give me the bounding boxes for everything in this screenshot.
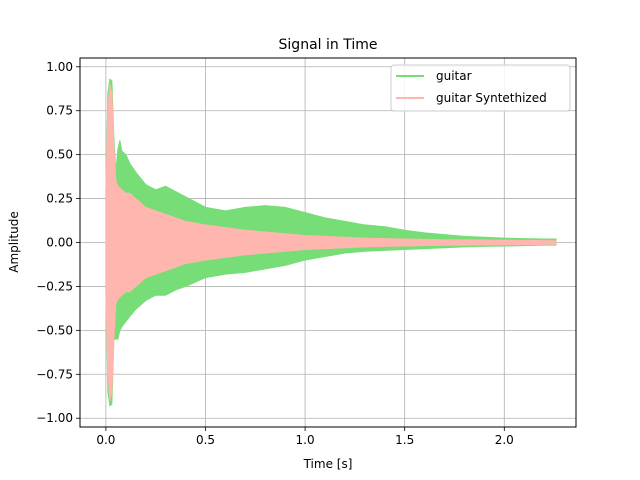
x-axis-title: Time [s] [303, 457, 353, 471]
y-tick-label: −1.00 [36, 411, 73, 425]
legend-box [390, 64, 571, 112]
y-tick-label: 0.25 [46, 192, 73, 206]
x-tick-label: 1.5 [395, 433, 414, 447]
x-tick-label: 1.0 [296, 433, 315, 447]
legend: guitar guitar Syntethized [390, 64, 571, 112]
series-area-guitar-synthesized [105, 83, 557, 402]
legend-label-guitar-synthesized: guitar Syntethized [436, 91, 547, 105]
axis-ticks: 0.0 0.5 1.0 1.5 2.0 −1.00 −0.75 −0.50 −0.25 0.00 0… [36, 60, 514, 447]
x-tick-label: 2.0 [495, 433, 514, 447]
legend-label-guitar: guitar [436, 69, 472, 83]
y-tick-label: −0.25 [36, 279, 73, 293]
series-layer [105, 78, 557, 407]
y-axis-title: Amplitude [7, 211, 21, 273]
y-tick-label: −0.50 [36, 323, 73, 337]
y-tick-label: 1.00 [46, 60, 73, 74]
y-tick-label: 0.00 [46, 236, 73, 250]
x-tick-label: 0.5 [196, 433, 215, 447]
y-tick-label: −0.75 [36, 367, 73, 381]
chart-title: Signal in Time [279, 37, 378, 53]
x-tick-label: 0.0 [96, 433, 115, 447]
y-tick-label: 0.50 [46, 148, 73, 162]
y-tick-label: 0.75 [46, 104, 73, 118]
